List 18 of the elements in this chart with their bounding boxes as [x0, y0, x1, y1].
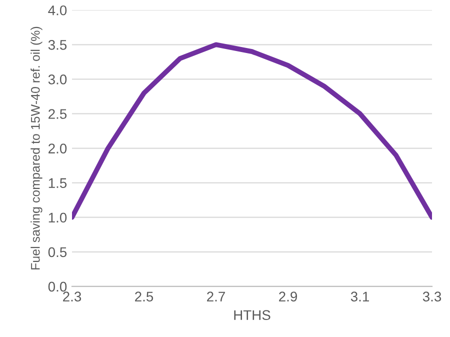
- x-tick-label: 2.5: [135, 292, 154, 302]
- y-tick-label: 0.5: [48, 247, 67, 258]
- x-tick-label: 2.7: [207, 292, 225, 302]
- x-axis-title: HTHS: [234, 310, 270, 320]
- y-tick-label: 1.0: [48, 212, 67, 223]
- x-tick-label: 3.1: [350, 292, 369, 302]
- y-tick-label: 0.0: [48, 282, 67, 292]
- x-tick-label: 2.9: [279, 292, 297, 302]
- line-series: [72, 42, 432, 220]
- y-tick-label: 3.5: [48, 40, 67, 50]
- y-tick-label: 4.0: [48, 5, 67, 16]
- y-tick-label: 1.5: [48, 178, 67, 188]
- y-tick-label: 2.5: [48, 109, 67, 119]
- x-tick-label: 2.3: [63, 292, 82, 302]
- y-axis-title: Fuel saving compared to 15W-40 ref. oil (%): [30, 26, 42, 270]
- y-tick-label: 3.0: [48, 74, 67, 84]
- x-tick-label: 3.3: [422, 292, 442, 302]
- y-tick-label: 2.0: [48, 144, 67, 154]
